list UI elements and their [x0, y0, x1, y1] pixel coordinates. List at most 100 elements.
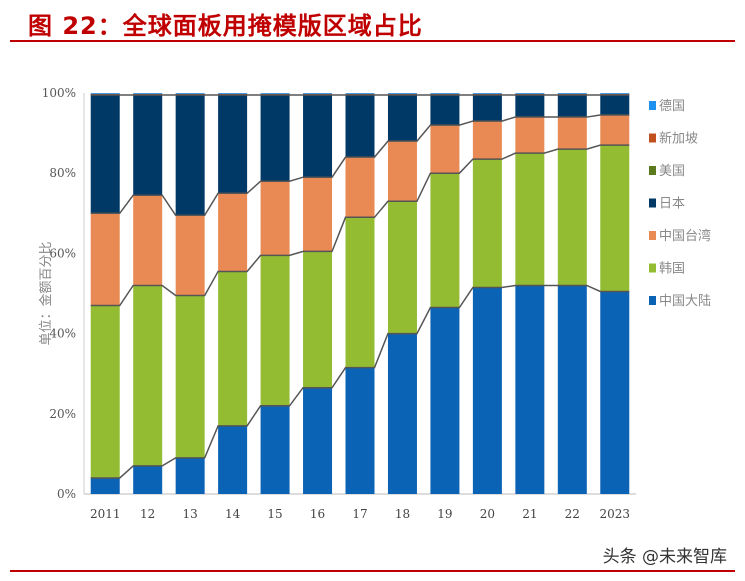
bar-segment: [133, 95, 163, 196]
bar-segment: [472, 121, 502, 160]
bar-segment: [600, 115, 630, 146]
x-tick-label: 16: [310, 507, 325, 521]
legend-swatch: [649, 166, 656, 175]
bar-segment: [387, 93, 417, 94]
y-tick-label: 0%: [57, 487, 76, 501]
bar-segment: [472, 159, 502, 288]
bar-segment: [600, 95, 630, 116]
bar-segment: [472, 287, 502, 494]
bar-segment: [345, 95, 375, 158]
bar-segment: [600, 145, 630, 292]
bar-segment: [515, 285, 545, 494]
bar-segment: [260, 95, 290, 182]
figure-title: 图 22：全球面板用掩模版区域占比: [28, 12, 423, 40]
bar-segment: [303, 177, 333, 252]
bar-segment: [600, 291, 630, 494]
x-tick-label: 13: [183, 507, 198, 521]
series-connector-line: [90, 284, 630, 479]
x-tick-label: 15: [267, 507, 282, 521]
bar-segment: [218, 425, 248, 494]
bar-segment: [90, 477, 120, 494]
bar-segment: [345, 93, 375, 94]
legend-label: 新加坡: [659, 131, 698, 147]
bar-segment: [260, 93, 290, 94]
x-tick-label: 14: [225, 507, 241, 521]
legend-label: 韩国: [659, 262, 685, 277]
bar-segment: [175, 295, 205, 458]
bar-segment: [430, 173, 460, 308]
series-connector-line: [90, 144, 630, 307]
bar-segment: [175, 457, 205, 494]
y-tick-label: 40%: [49, 327, 76, 341]
legend-label: 德国: [659, 99, 685, 114]
bar-segment: [133, 285, 163, 466]
y-axis-label: 单位：金额百分比: [38, 241, 54, 345]
x-tick-label: 12: [140, 507, 155, 521]
x-tick-label: 17: [352, 507, 367, 521]
bar-segment: [303, 93, 333, 94]
bar-segment: [345, 367, 375, 494]
x-tick-label: 2023: [599, 507, 630, 521]
legend-label: 中国大陆: [659, 293, 711, 309]
bar-segment: [515, 95, 545, 118]
bar-segment: [345, 217, 375, 368]
bar-segment: [260, 255, 290, 406]
bar-segment: [218, 95, 248, 194]
y-tick-label: 20%: [49, 407, 76, 421]
bar-segment: [90, 93, 120, 94]
legend-label: 中国台湾: [659, 228, 711, 244]
bar-segment: [90, 305, 120, 478]
y-tick-label: 60%: [49, 246, 76, 260]
legend-label: 美国: [659, 164, 685, 179]
y-tick-label: 100%: [42, 86, 76, 100]
bar-segment: [175, 95, 205, 216]
y-tick-label: 80%: [49, 166, 76, 180]
legend-swatch: [649, 263, 656, 273]
bar-segment: [515, 153, 545, 286]
x-tick-label: 21: [522, 507, 537, 521]
top-rule: [10, 40, 735, 42]
bar-segment: [303, 95, 333, 178]
bar-segment: [260, 181, 290, 256]
bar-segment: [133, 465, 163, 494]
legend-label: 日本: [659, 197, 685, 212]
bar-segment: [90, 213, 120, 306]
legend-swatch: [649, 101, 656, 110]
bar-segment: [557, 93, 587, 94]
bar-segment: [557, 285, 587, 494]
bar-segment: [557, 149, 587, 286]
bar-segment: [218, 93, 248, 94]
bar-segment: [430, 93, 460, 94]
bar-segment: [345, 157, 375, 218]
bar-segment: [557, 95, 587, 118]
bar-segment: [218, 271, 248, 426]
bar-segment: [515, 93, 545, 94]
legend-swatch: [649, 198, 656, 208]
bar-segment: [430, 125, 460, 174]
bar-segment: [600, 93, 630, 94]
legend-swatch: [649, 296, 656, 305]
bar-segment: [430, 307, 460, 494]
bar-segment: [303, 251, 333, 388]
bar-segment: [387, 141, 417, 202]
bar-segment: [175, 215, 205, 296]
bar-segment: [387, 95, 417, 142]
bar-segment: [175, 93, 205, 94]
x-tick-label: 2011: [90, 507, 121, 521]
bar-segment: [133, 93, 163, 94]
x-tick-label: 20: [480, 507, 495, 521]
watermark: 头条 @未来智库: [602, 547, 727, 567]
bar-segment: [557, 117, 587, 150]
bar-segment: [472, 95, 502, 122]
series-connector-line: [90, 114, 630, 217]
bar-segment: [387, 201, 417, 334]
legend-swatch: [649, 133, 656, 143]
x-tick-label: 22: [565, 507, 580, 521]
bar-segment: [90, 95, 120, 214]
legend-swatch: [649, 231, 656, 240]
bar-segment: [515, 117, 545, 154]
bar-segment: [260, 405, 290, 494]
bar-segment: [472, 93, 502, 94]
bar-segment: [430, 95, 460, 126]
